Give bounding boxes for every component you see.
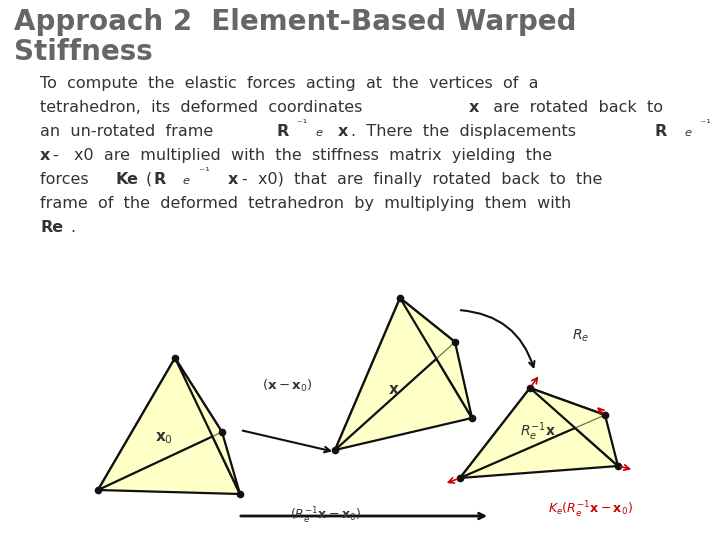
Text: x0  are  multiplied  with  the  stiffness  matrix  yielding  the: x0 are multiplied with the stiffness mat… [74,148,552,163]
Polygon shape [460,388,618,478]
Text: ⁻¹: ⁻¹ [693,119,711,129]
Polygon shape [460,388,605,478]
Text: To  compute  the  elastic  forces  acting  at  the  vertices  of  a: To compute the elastic forces acting at … [40,76,539,91]
Text: $(\mathit{R}_e^{-1}\mathbf{x}-\mathbf{x}_0)$: $(\mathit{R}_e^{-1}\mathbf{x}-\mathbf{x}… [290,506,361,526]
Text: Stiffness: Stiffness [14,38,153,66]
Text: Re: Re [40,220,63,235]
Text: x: x [228,172,238,187]
Text: R: R [655,124,667,139]
Text: e: e [684,128,691,138]
Text: $\mathit{K}_e(\mathit{R}_e^{-1}\mathbf{x}-\mathbf{x}_0)$: $\mathit{K}_e(\mathit{R}_e^{-1}\mathbf{x… [548,500,633,520]
Polygon shape [98,358,240,494]
Text: e: e [183,176,190,186]
Text: $(\mathbf{x}-\mathbf{x}_0)$: $(\mathbf{x}-\mathbf{x}_0)$ [262,378,313,394]
Text: $\mathbf{x}$: $\mathbf{x}$ [388,382,400,397]
Text: e: e [315,128,323,138]
Polygon shape [530,388,618,466]
Text: ⁻¹: ⁻¹ [292,119,307,129]
Text: -  x0)  that  are  finally  rotated  back  to  the: - x0) that are finally rotated back to t… [242,172,602,187]
Text: tetrahedron,  its  deformed  coordinates: tetrahedron, its deformed coordinates [40,100,373,115]
Polygon shape [335,298,455,450]
Text: -: - [53,148,69,163]
Text: $\mathit{R}_e$: $\mathit{R}_e$ [572,328,589,345]
Text: Ke: Ke [116,172,139,187]
Text: .: . [70,220,75,235]
Text: frame  of  the  deformed  tetrahedron  by  multiplying  them  with: frame of the deformed tetrahedron by mul… [40,196,571,211]
Polygon shape [175,358,240,494]
Text: $\mathbf{x}_0$: $\mathbf{x}_0$ [155,430,173,446]
Text: x: x [338,124,348,139]
Text: (: ( [145,172,152,187]
Text: $\mathit{R}_e^{-1}\mathbf{x}$: $\mathit{R}_e^{-1}\mathbf{x}$ [520,421,556,443]
Polygon shape [335,298,472,450]
Text: x: x [469,100,480,115]
Text: .  There  the  displacements: . There the displacements [351,124,587,139]
Text: R: R [276,124,289,139]
Text: are  rotated  back  to: are rotated back to [482,100,662,115]
Text: an  un-rotated  frame: an un-rotated frame [40,124,223,139]
Text: Approach 2  Element-Based Warped: Approach 2 Element-Based Warped [14,8,577,36]
Text: x: x [40,148,50,163]
Text: R: R [153,172,166,187]
Polygon shape [400,298,472,418]
Text: ⁻¹: ⁻¹ [192,167,210,177]
Text: forces: forces [40,172,99,187]
Polygon shape [98,358,222,490]
